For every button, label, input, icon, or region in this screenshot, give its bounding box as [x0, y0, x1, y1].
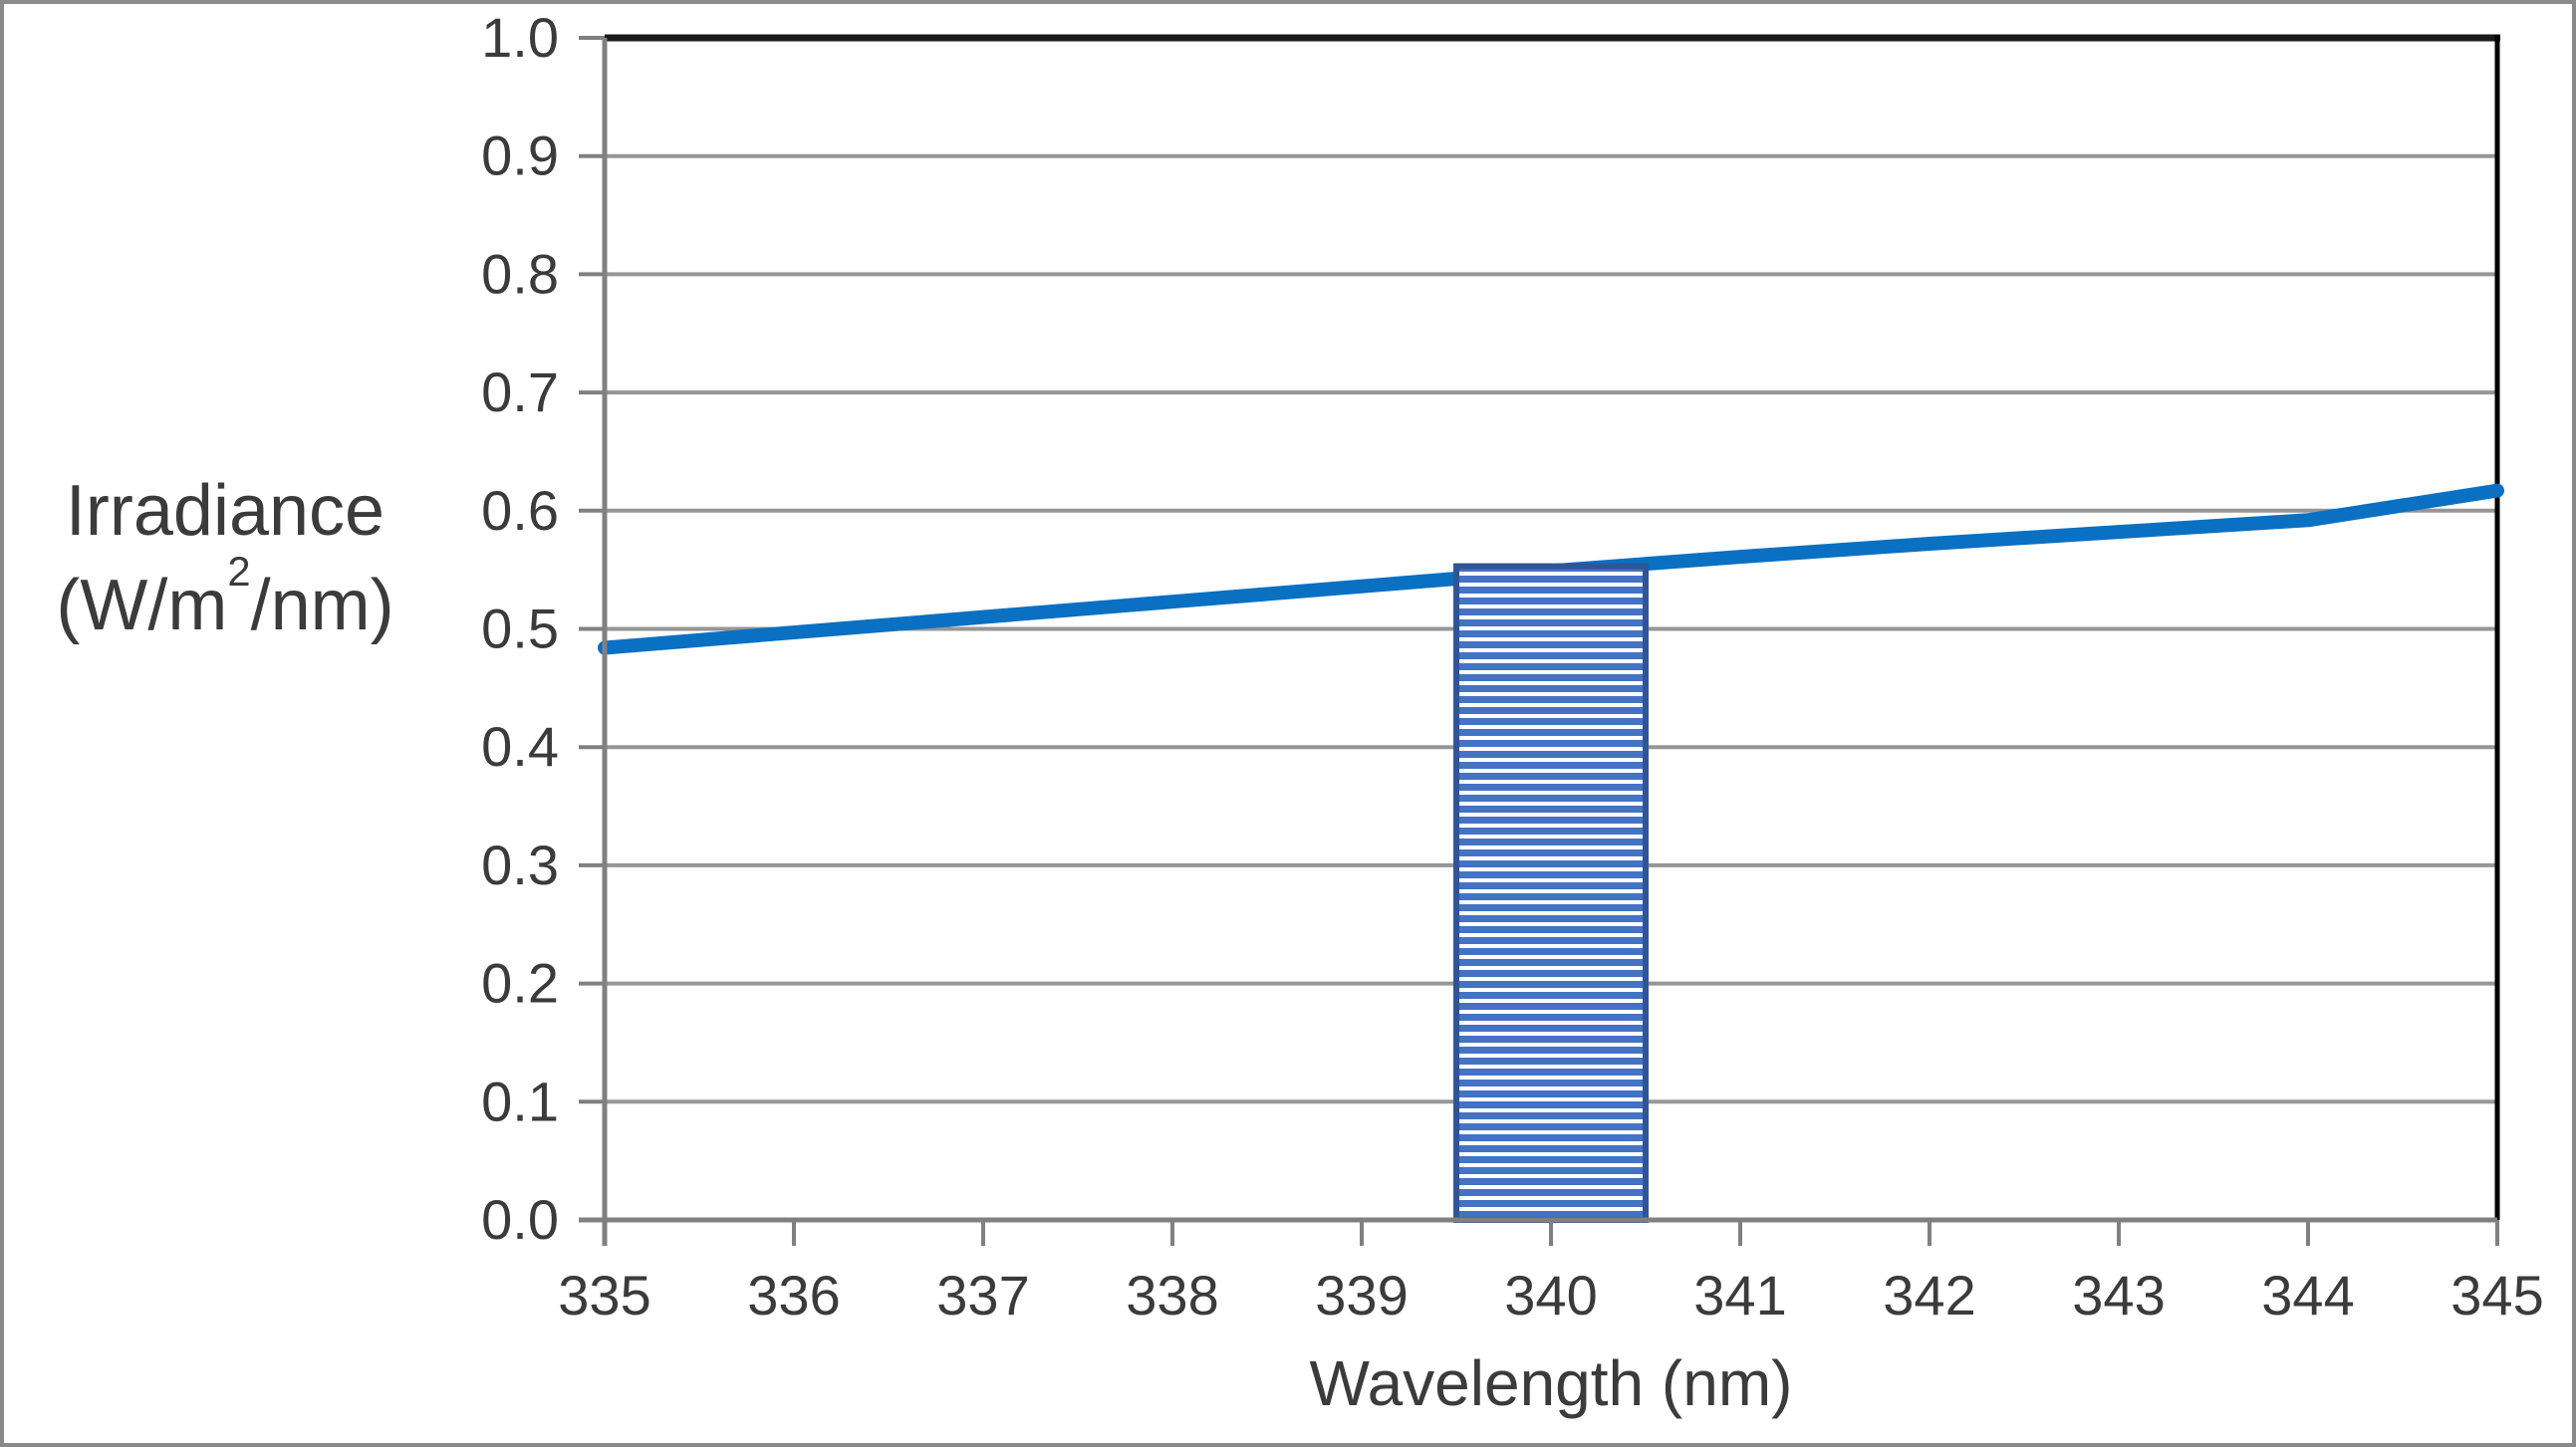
highlight-band-bar [1453, 563, 1649, 1223]
x-tick-label: 344 [2261, 1264, 2354, 1326]
superscript-2: 2 [227, 548, 251, 596]
y-tick-label: 0.1 [481, 1070, 559, 1132]
y-tick-label: 0.7 [481, 361, 559, 423]
y-tick-label: 0.8 [481, 242, 559, 305]
y-axis-title-line1: Irradiance [65, 471, 386, 551]
x-tick-label: 339 [1315, 1264, 1408, 1326]
y-tick-label: 0.4 [481, 715, 559, 778]
plot-area-svg: 0.0 0.1 0.2 0.3 0.4 0.5 0.6 0.7 0.8 0.9 1.0 335 336 3… [481, 6, 2544, 1326]
y-axis-title-line2: (W/m2/nm) [56, 548, 394, 646]
x-tick-label: 337 [936, 1264, 1029, 1326]
y-tick-label: 0.5 [481, 598, 559, 660]
x-tick-label: 345 [2450, 1264, 2543, 1326]
x-axis-title: Wavelength (nm) [1309, 1347, 1793, 1419]
x-tick-label: 338 [1126, 1264, 1218, 1326]
x-tick-label: 342 [1883, 1264, 1975, 1326]
y-tick-label: 0.3 [481, 834, 559, 896]
y-tick-label: 1.0 [481, 6, 559, 69]
x-tick-label: 336 [747, 1264, 840, 1326]
x-tick-label: 340 [1504, 1264, 1597, 1326]
x-tick-label: 343 [2072, 1264, 2165, 1326]
x-tick-label: 335 [558, 1264, 650, 1326]
y-tick-label: 0.6 [481, 479, 559, 542]
y-tick-label: 0.0 [481, 1188, 559, 1251]
y-axis-title: Irradiance (W/m2/nm) [22, 464, 428, 653]
x-tick-label: 341 [1693, 1264, 1786, 1326]
y-tick-label: 0.2 [481, 952, 559, 1015]
y-tick-label: 0.9 [481, 124, 559, 187]
